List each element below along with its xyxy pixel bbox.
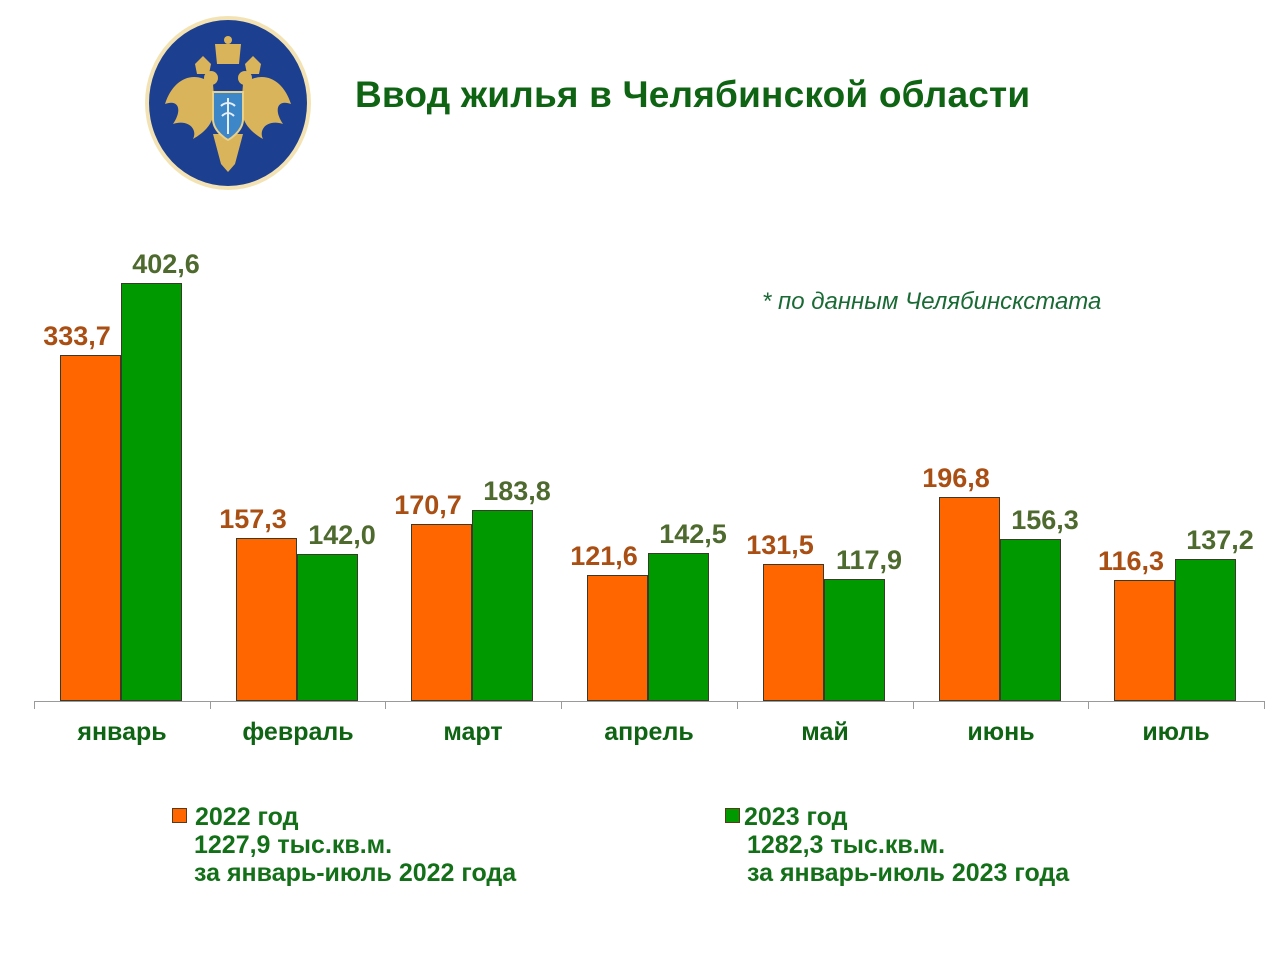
data-label-2023: 402,6 — [132, 249, 200, 279]
x-axis-tick — [1264, 701, 1265, 709]
data-label-2022: 157,3 — [219, 504, 287, 534]
x-axis-line — [34, 701, 1264, 702]
bar-2022-6 — [939, 497, 1000, 701]
bar-2022-5 — [763, 564, 824, 701]
legend-label-2022: 2022 год — [195, 803, 299, 831]
bar-2022-2 — [236, 538, 297, 701]
bar-2022-7 — [1114, 580, 1175, 701]
legend-total-2022: 1227,9 тыс.кв.м. — [194, 831, 393, 859]
legend-item-2022: 2022 год 1227,9 тыс.кв.м. за январь-июль… — [172, 803, 516, 887]
data-label-2022: 333,7 — [43, 321, 111, 351]
data-label-2022: 116,3 — [1097, 546, 1165, 576]
x-axis-tick — [210, 701, 211, 709]
x-axis-tick — [913, 701, 914, 709]
data-label-2023: 137,2 — [1186, 525, 1254, 555]
category-label: май — [801, 718, 849, 746]
data-label-2023: 142,5 — [659, 519, 727, 549]
bar-2023-6 — [1000, 539, 1061, 701]
x-axis-tick — [737, 701, 738, 709]
bar-2023-3 — [472, 510, 533, 701]
bar-2023-2 — [297, 554, 358, 701]
legend-item-2023: 2023 год 1282,3 тыс.кв.м. за январь-июль… — [725, 803, 1069, 887]
data-label-2022: 121,6 — [570, 541, 638, 571]
double-headed-eagle-icon — [145, 16, 311, 190]
data-label-2022: 170,7 — [394, 490, 462, 520]
category-label: апрель — [604, 718, 694, 746]
x-axis-tick — [385, 701, 386, 709]
bar-2022-1 — [60, 355, 121, 701]
legend-swatch-2022 — [172, 807, 187, 823]
legend-swatch-2023 — [725, 807, 740, 823]
x-axis-tick — [561, 701, 562, 709]
bar-2022-4 — [587, 575, 648, 701]
data-label-2023: 117,9 — [835, 545, 903, 575]
x-axis-tick — [34, 701, 35, 709]
legend-period-2022: за январь-июль 2022 года — [194, 859, 517, 887]
page-title: Ввод жилья в Челябинской области — [355, 74, 1031, 115]
bar-2023-7 — [1175, 559, 1236, 701]
bar-2023-4 — [648, 553, 709, 701]
x-axis-tick — [1088, 701, 1089, 709]
bar-2023-5 — [824, 579, 885, 701]
source-note: * по данным Челябинскстата — [762, 288, 1102, 315]
data-label-2023: 156,3 — [1011, 505, 1079, 535]
data-label-2023: 183,8 — [483, 476, 551, 506]
emblem-logo — [143, 14, 313, 192]
category-label: июль — [1142, 718, 1210, 746]
bar-2022-3 — [411, 524, 472, 701]
bar-2023-1 — [121, 283, 182, 701]
category-label: июнь — [967, 718, 1035, 746]
data-label-2022: 131,5 — [746, 530, 814, 560]
legend-label-2023: 2023 год — [744, 803, 848, 831]
legend-period-2023: за январь-июль 2023 года — [747, 859, 1070, 887]
data-label-2023: 142,0 — [308, 520, 376, 550]
category-label: март — [443, 718, 503, 746]
data-label-2022: 196,8 — [922, 463, 990, 493]
legend-total-2023: 1282,3 тыс.кв.м. — [747, 831, 946, 859]
category-label: январь — [77, 718, 167, 746]
category-label: февраль — [242, 718, 354, 746]
